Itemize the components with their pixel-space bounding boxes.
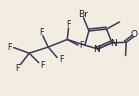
- Text: F: F: [39, 28, 44, 37]
- Text: F: F: [80, 41, 84, 50]
- Text: N: N: [110, 39, 117, 48]
- Text: O: O: [131, 30, 138, 39]
- Text: Br: Br: [79, 10, 88, 19]
- Text: F: F: [16, 64, 20, 73]
- Text: N: N: [93, 45, 100, 54]
- Text: F: F: [59, 55, 64, 64]
- Text: F: F: [40, 61, 45, 70]
- Text: F: F: [66, 20, 71, 29]
- Text: F: F: [7, 43, 12, 52]
